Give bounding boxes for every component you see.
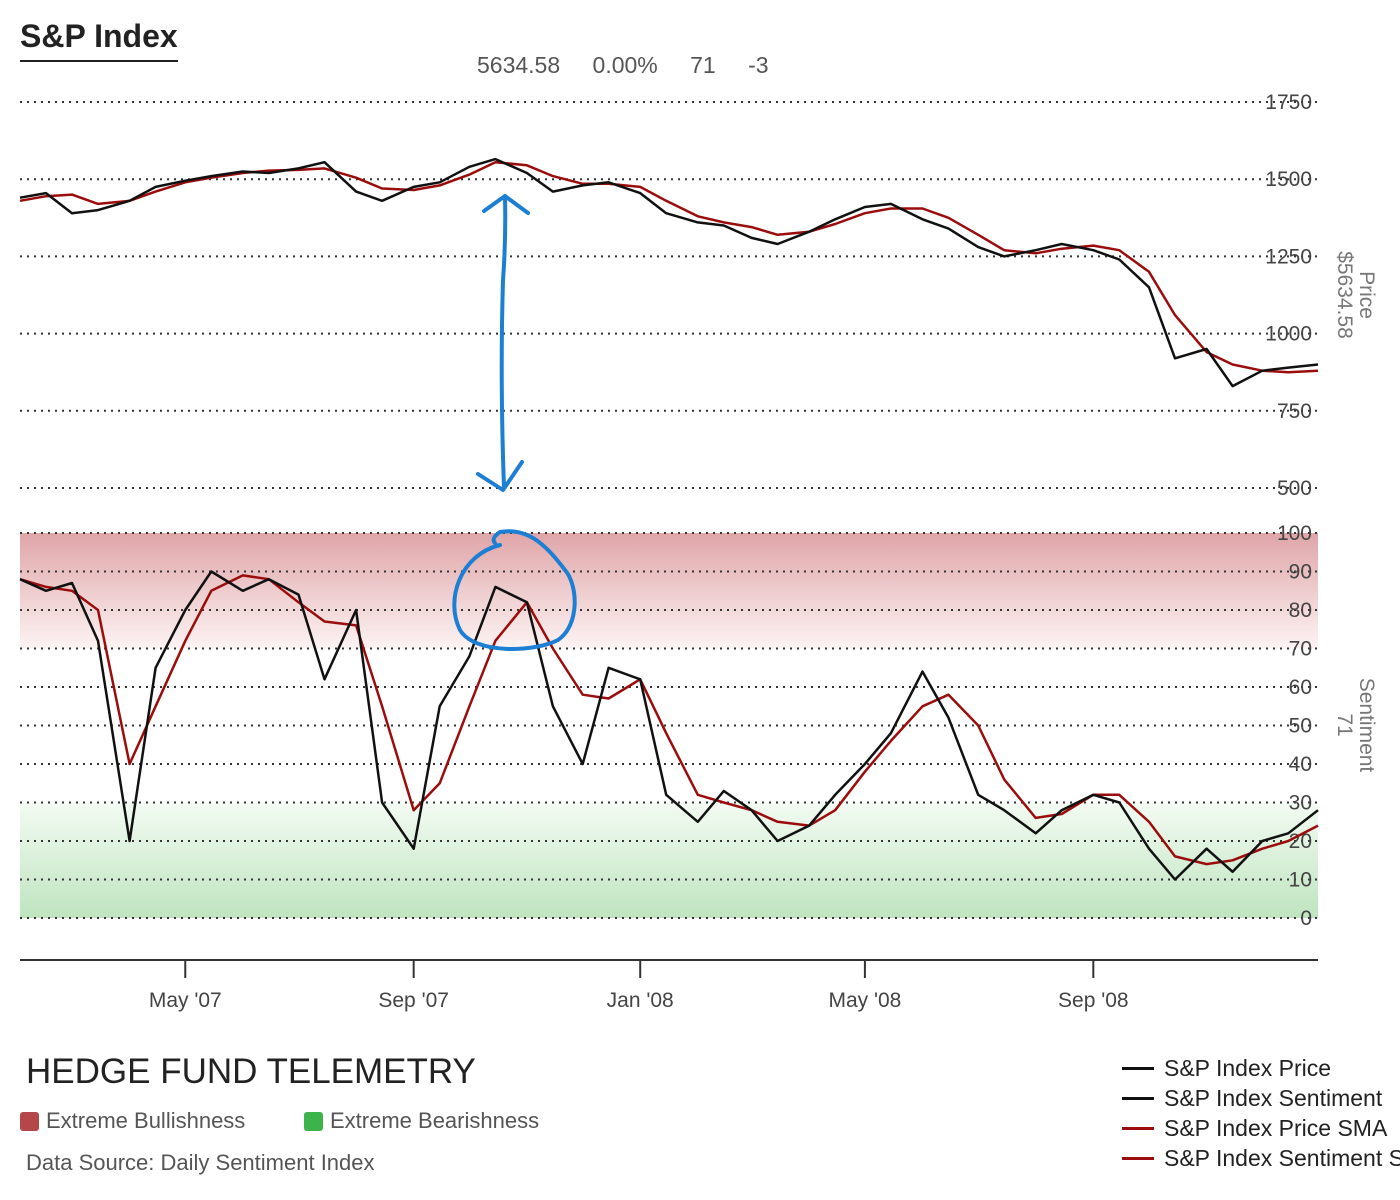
x-tick-label: May '08 [828,989,901,1012]
price-sma-line [19,160,1319,374]
price-line [19,157,1319,388]
readout-sentiment: 71 [690,52,716,78]
legend-line [1122,1066,1154,1070]
data-source: Data Source: Daily Sentiment Index [26,1150,375,1175]
x-tick-label: Jan '08 [607,989,674,1012]
annotation-arrow [476,194,530,492]
price-tick-label: 1250 [1265,245,1312,268]
sentiment-tick-label: 70 [1289,638,1312,661]
sentiment-tick-label: 40 [1289,753,1312,776]
sentiment-tick-label: 20 [1289,830,1312,853]
sentiment-tick-label: 60 [1289,676,1312,699]
legend: S&P Index Price S&P Index Sentiment S&P … [1122,1053,1400,1173]
sentiment-axis-title-line: 71 [1333,713,1356,736]
sentiment-tick-label: 10 [1289,869,1312,892]
readout-price: 5634.58 [477,52,561,78]
annotation-circle [452,529,577,651]
readout-change: 0.00% [592,52,658,78]
legend-item-price-sma[interactable]: S&P Index Price SMA [1122,1113,1400,1143]
sentiment-line [19,570,1319,881]
price-tick-label: 1500 [1265,168,1312,191]
price-tick-label: 500 [1277,477,1312,500]
sentiment-tick-label: 0 [1300,907,1312,930]
readout-sentiment-change: -3 [748,52,769,78]
sentiment-tick-label: 80 [1289,599,1312,622]
x-tick-label: May '07 [149,989,222,1012]
sentiment-tick-label: 50 [1289,715,1312,738]
zone-key-bullish-label: Extreme Bullishness [46,1108,246,1133]
zone-key-bearish: Extreme Bearishness [304,1108,539,1134]
price-axis-title-line: $5634.58 [1333,251,1356,339]
sentiment-tick-label: 90 [1289,561,1312,584]
legend-item-price[interactable]: S&P Index Price [1122,1053,1400,1083]
legend-item-sentiment[interactable]: S&P Index Sentiment [1122,1083,1400,1113]
extreme-bearishness-zone [20,802,1318,918]
bullish-swatch [20,1111,39,1131]
extreme-bullishness-zone [20,533,1318,649]
chart-canvas[interactable]: 500 750 1000 1250 1500 1750 0 10 20 30 40 50 60 70 80 9… [0,0,1400,1040]
legend-line [1122,1126,1154,1130]
zone-key-bullish: Extreme Bullishness [20,1108,245,1134]
sentiment-sma-line [19,574,1319,866]
zone-key-bearish-label: Extreme Bearishness [330,1108,540,1133]
price-tick-label: 1750 [1265,91,1312,114]
sentiment-axis-title-line: Sentiment [1355,678,1378,773]
legend-label: S&P Index Sentiment [1164,1084,1383,1111]
bearish-swatch [304,1111,323,1131]
legend-label: S&P Index Price SMA [1164,1114,1388,1141]
legend-line [1122,1156,1154,1160]
sentiment-tick-label: 30 [1289,792,1312,815]
price-tick-label: 750 [1277,400,1312,423]
price-axis-title: Price$5634.58 [1333,251,1378,339]
x-tick-label: Sep '07 [378,989,449,1012]
price-axis-title-line: Price [1355,271,1378,319]
sentiment-tick-label: 100 [1277,522,1312,545]
sentiment-axis-title: Sentiment71 [1333,678,1378,773]
x-tick-label: Sep '08 [1058,989,1129,1012]
legend-item-sentiment-sma[interactable]: S&P Index Sentiment SMA [1122,1143,1400,1173]
legend-label: S&P Index Sentiment SMA [1164,1144,1400,1171]
legend-label: S&P Index Price [1164,1054,1332,1081]
value-readout: 5634.58 0.00% 71 -3 [477,52,795,79]
price-tick-label: 1000 [1265,323,1312,346]
legend-line [1122,1096,1154,1100]
chart-title: S&P Index [20,18,178,62]
brand-name: HEDGE FUND TELEMETRY [26,1052,476,1091]
